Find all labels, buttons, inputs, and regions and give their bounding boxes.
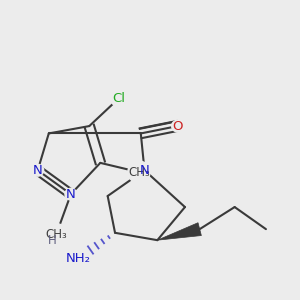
Text: H: H (48, 234, 57, 247)
Text: N: N (66, 188, 76, 201)
Circle shape (172, 120, 184, 132)
Text: CH₃: CH₃ (45, 228, 67, 241)
Circle shape (65, 188, 77, 200)
Circle shape (67, 248, 89, 270)
Text: Cl: Cl (112, 92, 125, 105)
Text: NH₂: NH₂ (66, 252, 91, 265)
Circle shape (111, 90, 127, 106)
Polygon shape (158, 223, 201, 240)
Text: CH₃: CH₃ (128, 166, 150, 178)
Circle shape (47, 235, 58, 245)
Text: N: N (33, 164, 43, 177)
Circle shape (32, 164, 44, 176)
Circle shape (45, 224, 67, 246)
Circle shape (128, 161, 150, 183)
Circle shape (139, 164, 150, 176)
Text: O: O (172, 120, 183, 133)
Text: N: N (140, 164, 149, 177)
